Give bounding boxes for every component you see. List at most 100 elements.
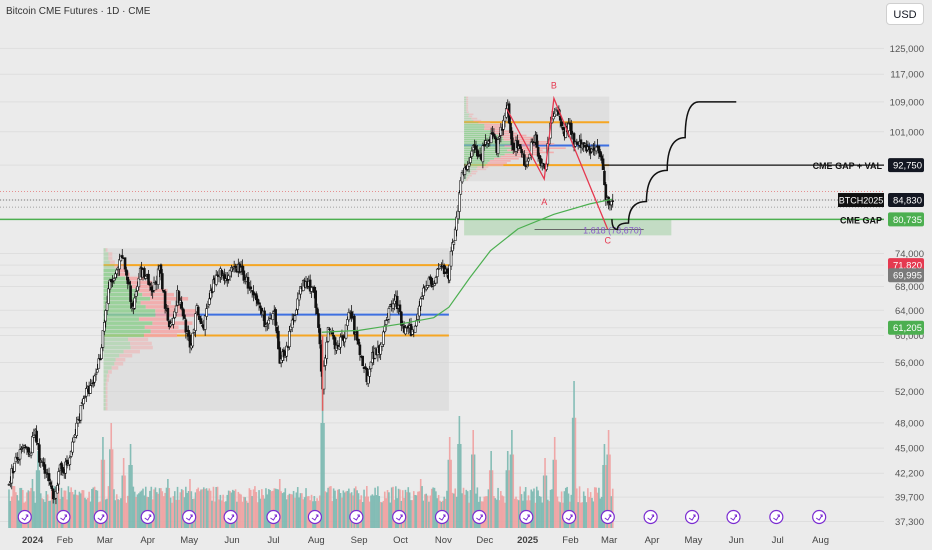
volume-bar [19,487,21,528]
event-icon[interactable] [600,509,615,525]
candle-body [137,278,141,288]
volume-bar [418,491,421,528]
volume-bar [179,492,182,528]
volume-bar [466,491,469,528]
event-icon[interactable] [392,509,407,525]
volume-bar [185,486,187,528]
event-icon[interactable] [726,509,741,525]
candle-body [214,274,218,285]
volume-bar [244,497,247,528]
volume-bar [346,490,349,528]
volume-bar [512,454,515,528]
consolidation-2025-profile-bar-up [464,151,514,154]
volume-bar [397,488,400,528]
volume-bar [15,492,17,528]
consolidation-2024-profile-bar-up [103,378,107,382]
consolidation-2025-profile-bar-up [464,121,479,124]
volume-bar [515,496,517,528]
event-icon[interactable] [812,509,827,525]
event-icon[interactable] [223,509,238,525]
consolidation-2024-profile-bar-down [130,280,153,285]
event-icon[interactable] [434,509,450,525]
candle-body [343,337,347,343]
ticker-tag-label: BTCH2025 [839,196,884,206]
volume-bar [461,493,463,528]
consolidation-2024-profile-bar-up [103,345,131,350]
candle-body [196,306,200,316]
volume-bar [450,459,452,528]
event-icon[interactable] [472,509,487,525]
y-tick-label: 56,000 [895,358,924,369]
candle-body [27,447,30,453]
candle-body [149,286,153,291]
consolidation-2025-profile-bar-up [464,128,485,130]
consolidation-2025-profile-bar-down [466,96,469,99]
consolidation-2024-profile-bar-down [145,305,181,309]
moving-average-line [321,198,613,333]
event-icon[interactable] [643,509,658,525]
volume-bar [595,487,597,528]
currency-button[interactable]: USD [886,3,924,25]
volume-bar [149,490,151,528]
candle-body [317,313,320,328]
consolidation-2025-profile-bar-up [464,166,478,169]
volume-bar [219,494,222,528]
volume-bar [599,498,602,528]
event-icon[interactable] [140,509,155,525]
event-icon[interactable] [307,509,322,525]
volume-bar [383,491,386,528]
event-icon[interactable] [519,509,534,525]
volume-bar [131,465,133,528]
volume-bar [265,488,267,528]
event-icon[interactable] [684,509,700,525]
candle-body [434,277,438,284]
event-icon[interactable] [182,509,197,525]
volume-bar [8,489,10,528]
volume-bar [598,487,600,528]
candle-body [328,328,331,331]
event-icon[interactable] [93,509,108,525]
volume-bar [45,491,48,528]
x-tick-label: Apr [645,535,660,546]
candle-body [267,319,271,325]
volume-bar [497,487,499,528]
volume-bar [319,495,321,528]
candle-body [35,430,38,443]
event-icon[interactable] [266,509,281,525]
pattern-line [506,95,609,230]
volume-bar [307,496,310,528]
candle-body [161,273,164,290]
consolidation-2024-profile-bar-down [116,268,127,273]
volume-bar [410,500,412,528]
volume-bar [189,479,191,528]
event-icon-glyph [647,514,655,521]
price-label: 80,735 [893,215,922,226]
y-tick-label: 52,000 [895,387,924,398]
price-label-bg [888,212,924,227]
candle-body [498,136,501,139]
event-icon[interactable] [562,509,577,525]
candle-body [366,375,370,384]
consolidation-2024-profile-bar-up [103,353,120,358]
candle-body [481,145,485,163]
candle-body [308,279,312,292]
volume-bar [415,495,418,528]
candle-body [199,318,203,325]
event-icon[interactable] [17,509,32,525]
volume-bar [127,495,129,528]
consolidation-2024-profile-bar-up [103,268,117,273]
volume-bar [386,490,389,528]
event-icon[interactable] [769,509,784,525]
volume-bar [12,486,14,528]
candle-body [290,319,294,328]
consolidation-2024-profile-bar-up [103,406,106,411]
consolidation-2024-profile-bar-down [106,378,109,382]
event-icon[interactable] [56,509,71,525]
candle-body [180,301,183,309]
volume-bar [377,486,379,528]
event-icon[interactable] [349,509,364,525]
consolidation-2025-profile-bar-down [493,132,518,135]
volume-bar [381,502,383,528]
